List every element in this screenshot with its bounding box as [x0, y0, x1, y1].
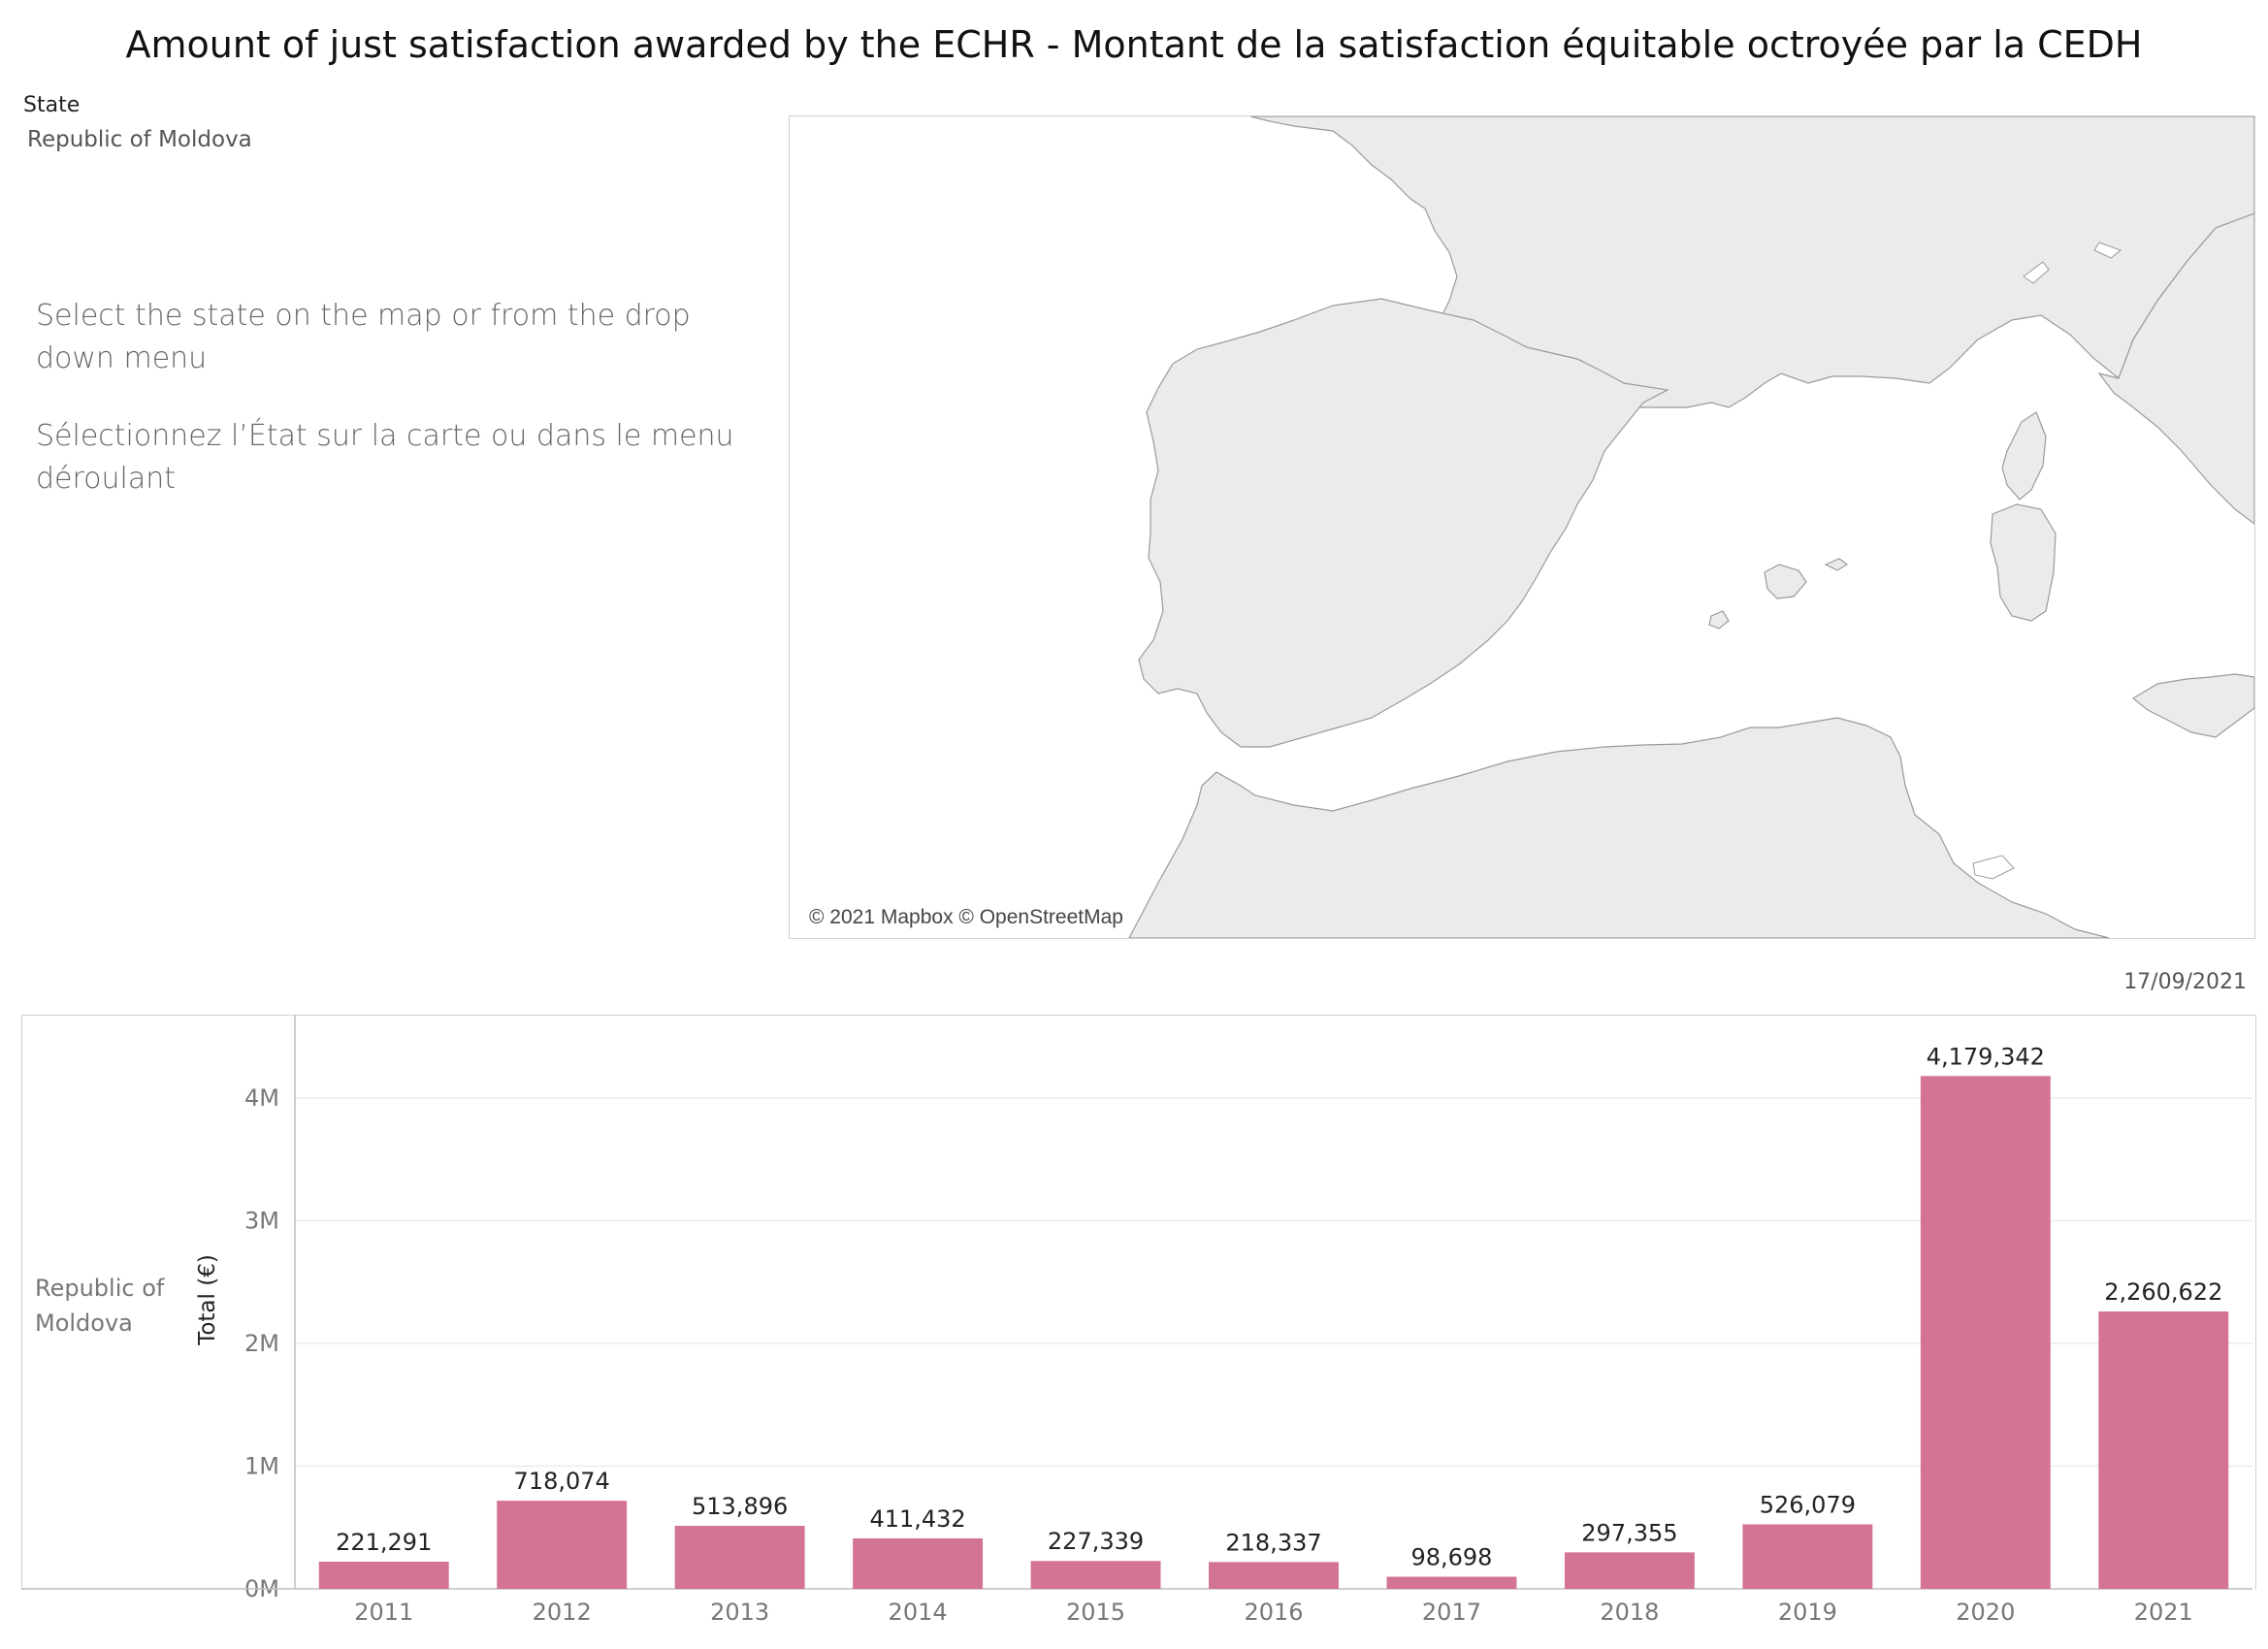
x-tick-label: 2018 [1600, 1599, 1659, 1626]
x-tick-label: 2021 [2134, 1599, 2193, 1626]
bar-2014[interactable] [853, 1537, 984, 1589]
y-tick-label: 1M [244, 1453, 279, 1480]
instructions-english: Select the state on the map or from the … [36, 299, 691, 375]
bar-2020[interactable] [1920, 1076, 2051, 1589]
dashboard-title: Amount of just satisfaction awarded by t… [125, 23, 2143, 66]
map-canvas[interactable] [790, 116, 2254, 938]
x-tick-label: 2013 [710, 1599, 769, 1626]
map-lakes [1972, 242, 2122, 880]
x-tick-label: 2019 [1778, 1599, 1837, 1626]
map-landmass [1128, 116, 2254, 938]
y-tick-label: 4M [244, 1084, 279, 1112]
x-tick-label: 2016 [1244, 1599, 1303, 1626]
chart-panel [21, 1015, 2256, 1590]
bar-value-label: 526,079 [1760, 1491, 1856, 1518]
bar-2012[interactable] [497, 1501, 628, 1589]
x-tick-label: 2012 [533, 1599, 592, 1626]
bar-2013[interactable] [674, 1525, 805, 1589]
bar-2018[interactable] [1564, 1552, 1695, 1589]
x-tick-label: 2017 [1422, 1599, 1481, 1626]
map-attribution[interactable]: © 2021 Mapbox © OpenStreetMap [801, 903, 1131, 932]
map-land-north-africa[interactable] [1128, 717, 2110, 938]
state-filter-label: State [23, 93, 81, 117]
bar-value-label: 98,698 [1410, 1544, 1492, 1571]
bar-value-label: 227,339 [1048, 1528, 1144, 1555]
bar-2016[interactable] [1209, 1562, 1339, 1589]
x-tick-label: 2014 [889, 1599, 948, 1626]
x-tick-label: 2020 [1956, 1599, 2015, 1626]
bar-value-label: 297,355 [1581, 1519, 1677, 1546]
state-filter-value[interactable]: Republic of Moldova [27, 127, 252, 152]
bar-2015[interactable] [1030, 1561, 1161, 1589]
bar-2021[interactable] [2098, 1311, 2229, 1589]
map-land-iberia[interactable] [1138, 298, 1669, 748]
bar-value-label: 221,291 [336, 1529, 432, 1556]
bar-value-label: 2,260,622 [2104, 1278, 2222, 1306]
bar-value-label: 513,896 [692, 1493, 788, 1520]
map-land-sardinia[interactable] [1990, 503, 2057, 622]
bar-2017[interactable] [1386, 1576, 1517, 1589]
map-land-italy[interactable] [2097, 212, 2254, 525]
y-tick-label: 3M [244, 1208, 279, 1235]
instructions-french: Sélectionnez l’État sur la carte ou dans… [36, 419, 734, 496]
last-updated-date: 17/09/2021 [2123, 970, 2247, 994]
map-land-mallorca[interactable] [1764, 564, 1807, 599]
bar-value-label: 4,179,342 [1927, 1043, 2045, 1070]
bar-2019[interactable] [1742, 1524, 1873, 1589]
bar-value-label: 411,432 [869, 1505, 965, 1533]
bar-value-label: 218,337 [1225, 1529, 1321, 1556]
map-land-menorca[interactable] [1824, 558, 1849, 571]
map-land-ibiza[interactable] [1708, 610, 1730, 630]
x-tick-label: 2011 [354, 1599, 413, 1626]
europe-map[interactable]: © 2021 Mapbox © OpenStreetMap [789, 115, 2255, 939]
bar-2011[interactable] [318, 1562, 449, 1589]
map-land-corsica[interactable] [2001, 411, 2047, 501]
y-tick-label: 2M [244, 1330, 279, 1357]
chart-row-label: Republic of Moldova [35, 1275, 165, 1337]
bar-value-label: 718,074 [514, 1468, 610, 1495]
map-land-sicily[interactable] [2131, 673, 2254, 738]
x-tick-label: 2015 [1066, 1599, 1125, 1626]
